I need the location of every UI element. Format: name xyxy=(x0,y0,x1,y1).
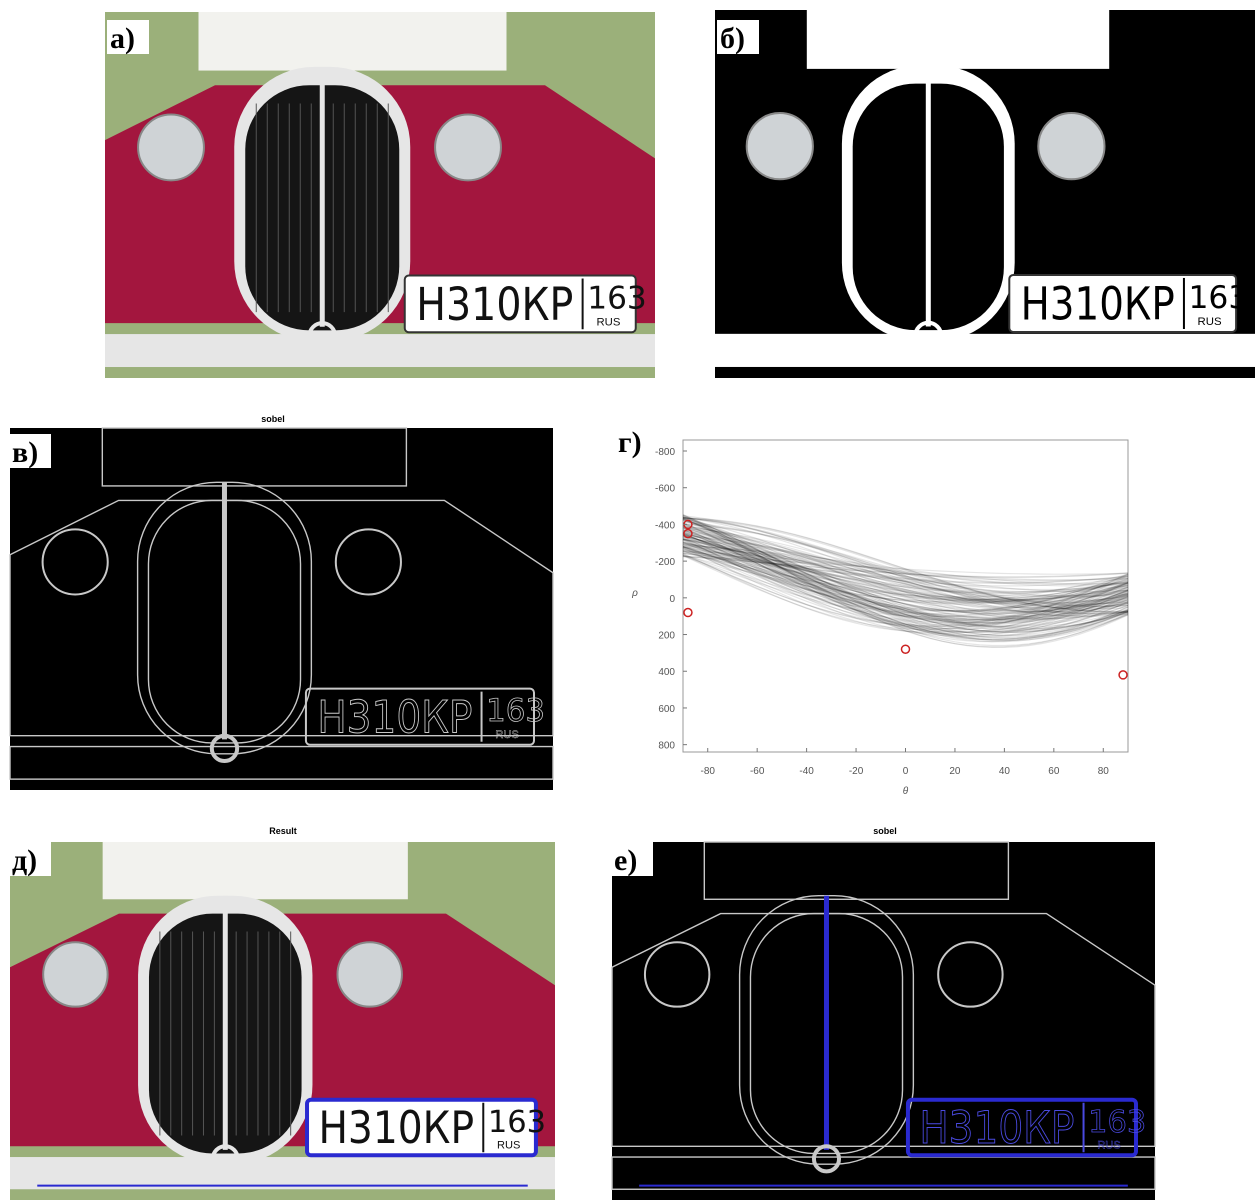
bumper xyxy=(10,1157,555,1189)
panel-title: Result xyxy=(269,826,297,836)
x-tick-label: -20 xyxy=(849,766,864,777)
plate-number: Н310КР xyxy=(1021,277,1175,330)
plate-region: 163 xyxy=(486,693,545,729)
plate-region: 163 xyxy=(488,1105,546,1140)
x-tick-label: 80 xyxy=(1098,766,1110,777)
y-tick-label: 0 xyxy=(669,594,675,605)
headlight xyxy=(337,942,401,1006)
figure: Н310КР163RUSН310КР163RUSН310КР163RUSН310… xyxy=(0,0,1257,1200)
plate-number: Н310КР xyxy=(317,690,472,743)
plate-country: RUS xyxy=(495,729,519,741)
plate-country: RUS xyxy=(596,316,620,328)
windshield xyxy=(199,12,507,71)
y-tick-label: 800 xyxy=(658,741,675,752)
panel-label: г) xyxy=(618,426,642,459)
x-tick-label: 0 xyxy=(903,766,909,777)
car-image: Н310КР 163RUS xyxy=(10,842,555,1200)
y-tick-label: -400 xyxy=(655,520,675,531)
plate-number: Н310КР xyxy=(416,278,573,331)
headlight xyxy=(1038,113,1104,179)
plate-number: Н310КР xyxy=(318,1103,474,1154)
x-tick-label: -60 xyxy=(750,766,765,777)
x-tick-label: 20 xyxy=(949,766,961,777)
y-tick-label: 200 xyxy=(658,631,675,642)
car-image: Н310КР 163RUS xyxy=(612,842,1155,1200)
y-axis-label: ρ xyxy=(631,588,638,599)
bumper xyxy=(105,334,655,367)
plate-region: 163 xyxy=(1088,1105,1146,1140)
headlight xyxy=(747,113,813,179)
y-tick-label: 600 xyxy=(658,704,675,715)
panel-title: sobel xyxy=(873,826,897,836)
car-image: Н310КР 163RUS xyxy=(715,10,1255,378)
car-image: Н310КР 163RUS xyxy=(105,12,655,378)
headlight xyxy=(435,114,501,180)
x-tick-label: -40 xyxy=(799,766,814,777)
plate-country: RUS xyxy=(1198,316,1222,328)
plate-region: 163 xyxy=(1188,280,1248,316)
panel-label: а) xyxy=(110,22,135,55)
x-tick-label: 40 xyxy=(999,766,1011,777)
panel-label: в) xyxy=(12,436,38,469)
plate-country: RUS xyxy=(497,1140,520,1152)
y-tick-label: 400 xyxy=(658,667,675,678)
car-image: Н310КР 163RUS xyxy=(10,428,553,790)
y-tick-label: -800 xyxy=(655,447,675,458)
panel-label: б) xyxy=(720,22,745,55)
x-axis-label: θ xyxy=(903,786,909,797)
plate-country: RUS xyxy=(1097,1140,1120,1152)
headlight xyxy=(43,942,107,1006)
windshield xyxy=(103,842,408,899)
x-tick-label: -80 xyxy=(700,766,715,777)
panel-label: е) xyxy=(614,844,637,877)
headlight xyxy=(138,114,204,180)
y-tick-label: -200 xyxy=(655,557,675,568)
x-tick-label: 60 xyxy=(1048,766,1060,777)
plate-number: Н310КР xyxy=(919,1103,1074,1154)
windshield xyxy=(807,10,1109,69)
panel-title: sobel xyxy=(261,414,285,424)
plate-region: 163 xyxy=(587,280,647,316)
panel-label: д) xyxy=(12,844,37,877)
bumper xyxy=(715,334,1255,367)
y-tick-label: -600 xyxy=(655,484,675,495)
